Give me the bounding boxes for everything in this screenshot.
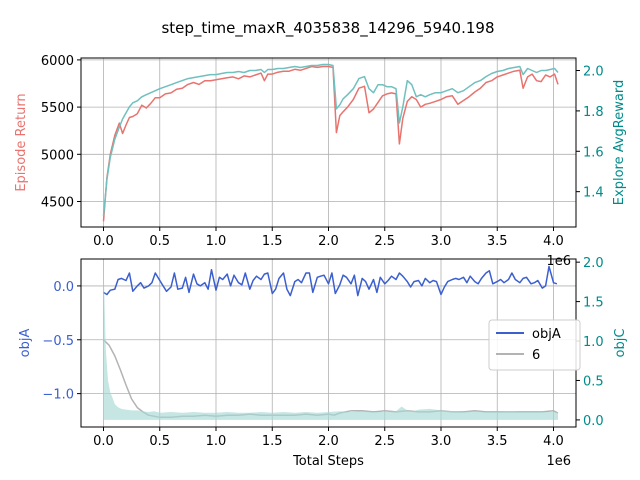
x-tick-label: 3.5 (487, 234, 508, 249)
figure-title: step_time_maxR_4035838_14296_5940.198 (161, 19, 494, 38)
y-tick-label: −0.5 (42, 334, 74, 349)
x-axis-label: Total Steps (292, 454, 364, 469)
x-tick-label: 0.0 (93, 434, 114, 449)
y2-tick-label: 1.4 (583, 186, 604, 201)
y2-tick-label: 2.0 (583, 65, 604, 80)
series-line-left (102, 65, 559, 222)
series-line-right (102, 63, 559, 216)
legend-label-6: 6 (532, 348, 540, 363)
x-tick-label: 0.5 (149, 434, 170, 449)
x-tick-label: 4.0 (543, 434, 564, 449)
series-line-objA (103, 265, 558, 297)
x-tick-label: 2.5 (374, 434, 395, 449)
y2-tick-label: 1.0 (583, 335, 604, 350)
y-axis-label: objA (18, 329, 33, 358)
y-tick-label: 6000 (41, 54, 74, 69)
y2-axis-label: Explore AvgReward (612, 80, 627, 205)
y2-tick-label: 0.5 (583, 374, 604, 389)
x-tick-label: 2.5 (374, 234, 395, 249)
x-tick-label: 1.0 (206, 434, 227, 449)
x-tick-label: 3.0 (431, 434, 452, 449)
y-tick-label: 4500 (41, 196, 74, 211)
x-tick-label: 0.0 (93, 234, 114, 249)
x-tick-label: 2.0 (318, 234, 339, 249)
x-tick-label: 0.5 (149, 234, 170, 249)
x-tick-label: 1.5 (262, 434, 283, 449)
y-tick-label: 5000 (41, 148, 74, 163)
y-tick-label: −1.0 (42, 388, 74, 403)
x-tick-label: 3.5 (487, 434, 508, 449)
legend-label-objA: objA (532, 327, 561, 342)
y2-tick-label: 1.6 (583, 145, 604, 160)
x-offset-label: 1e6 (546, 454, 571, 469)
y2-axis-label: objC (613, 329, 628, 358)
y-tick-label: 5500 (41, 101, 74, 116)
y2-tick-label: 1.8 (583, 105, 604, 120)
x-tick-label: 1.5 (262, 234, 283, 249)
y-tick-label: 0.0 (53, 280, 74, 295)
x-tick-label: 4.0 (543, 234, 564, 249)
y2-tick-label: 0.0 (583, 414, 604, 429)
top-chart: 0.0 0.5 1.0 1.5 2.0 2.5 3.0 3.5 4.0 1e6 4500 5000 55… (14, 54, 627, 269)
x-tick-label: 3.0 (431, 234, 452, 249)
x-tick-label: 2.0 (318, 434, 339, 449)
x-offset-label: 1e6 (546, 254, 571, 269)
x-tick-label: 1.0 (206, 234, 227, 249)
legend: objA 6 (488, 319, 581, 371)
y2-tick-label: 2.0 (583, 256, 604, 271)
y2-tick-label: 1.5 (583, 296, 604, 311)
y-axis-label: Episode Return (14, 93, 29, 191)
